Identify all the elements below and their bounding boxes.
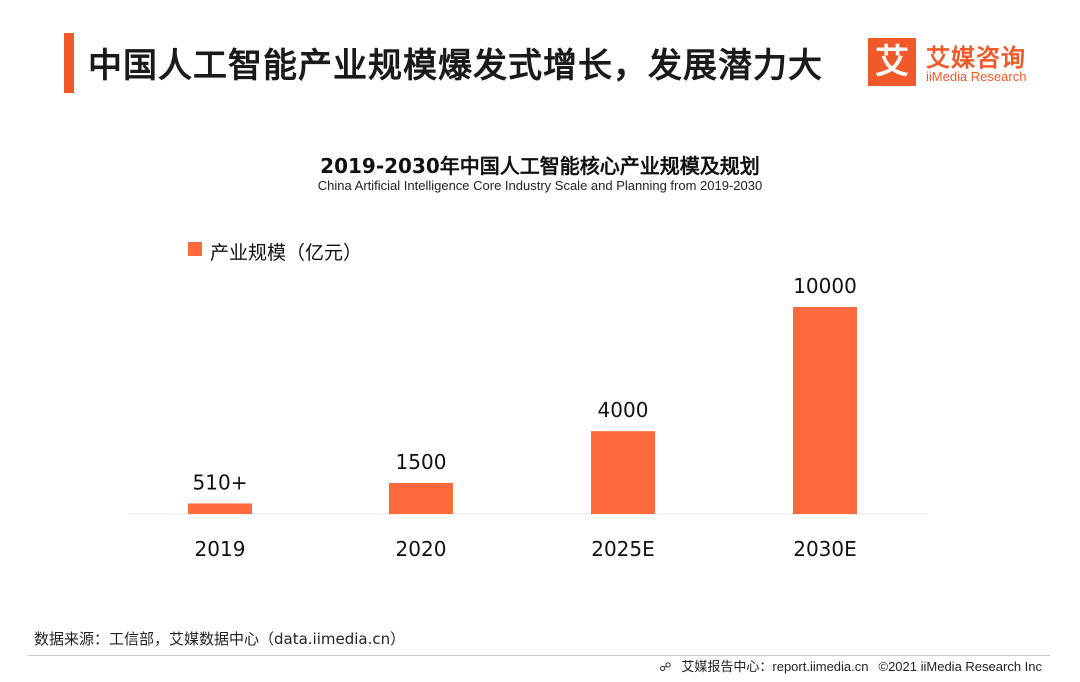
bar-2020 [389, 482, 453, 514]
data-label-2019: 510+ [193, 470, 248, 494]
bar-chart: 510+ 2019 1500 2020 4000 2025E 10000 2030E [128, 274, 928, 561]
chart-subtitle: China Artificial Intelligence Core Indus… [317, 178, 763, 193]
data-label-2030E: 10000 [793, 274, 857, 298]
chart-title: 2019-2030年中国人工智能核心产业规模及规划 [320, 154, 760, 178]
brand-logo: 艾 艾媒咨询 iiMedia Research [868, 38, 1038, 88]
page-title: 中国人工智能产业规模爆发式增长，发展潜力大 [88, 46, 823, 86]
bar-2019 [188, 503, 252, 514]
footer-divider [28, 655, 1050, 656]
x-tick-2025E: 2025E [591, 537, 655, 561]
x-tick-2019: 2019 [195, 537, 246, 561]
legend-label: 产业规模（亿元） [210, 242, 363, 264]
data-source: 数据来源：工信部，艾媒数据中心（data.iimedia.cn） [34, 630, 406, 648]
logo-cn-text: 艾媒咨询 [926, 44, 1026, 72]
x-tick-2030E: 2030E [793, 537, 857, 561]
bar-2025E [591, 431, 655, 514]
logo-en-text: iiMedia Research [926, 69, 1027, 84]
copyright: ©2021 iiMedia Research Inc [878, 659, 1043, 674]
footer: ☍ 艾媒报告中心：report.iimedia.cn ©2021 iiMedia R… [659, 656, 1042, 675]
report-icon: ☍ [659, 660, 672, 674]
legend-swatch [188, 242, 202, 256]
bar-2030E [793, 307, 857, 514]
report-link[interactable]: 艾媒报告中心：report.iimedia.cn [681, 659, 869, 674]
title-accent-bar [64, 33, 74, 93]
x-tick-2020: 2020 [396, 537, 447, 561]
data-label-2025E: 4000 [598, 398, 649, 422]
data-label-2020: 1500 [396, 450, 447, 474]
logo-mark: 艾 [868, 38, 916, 86]
